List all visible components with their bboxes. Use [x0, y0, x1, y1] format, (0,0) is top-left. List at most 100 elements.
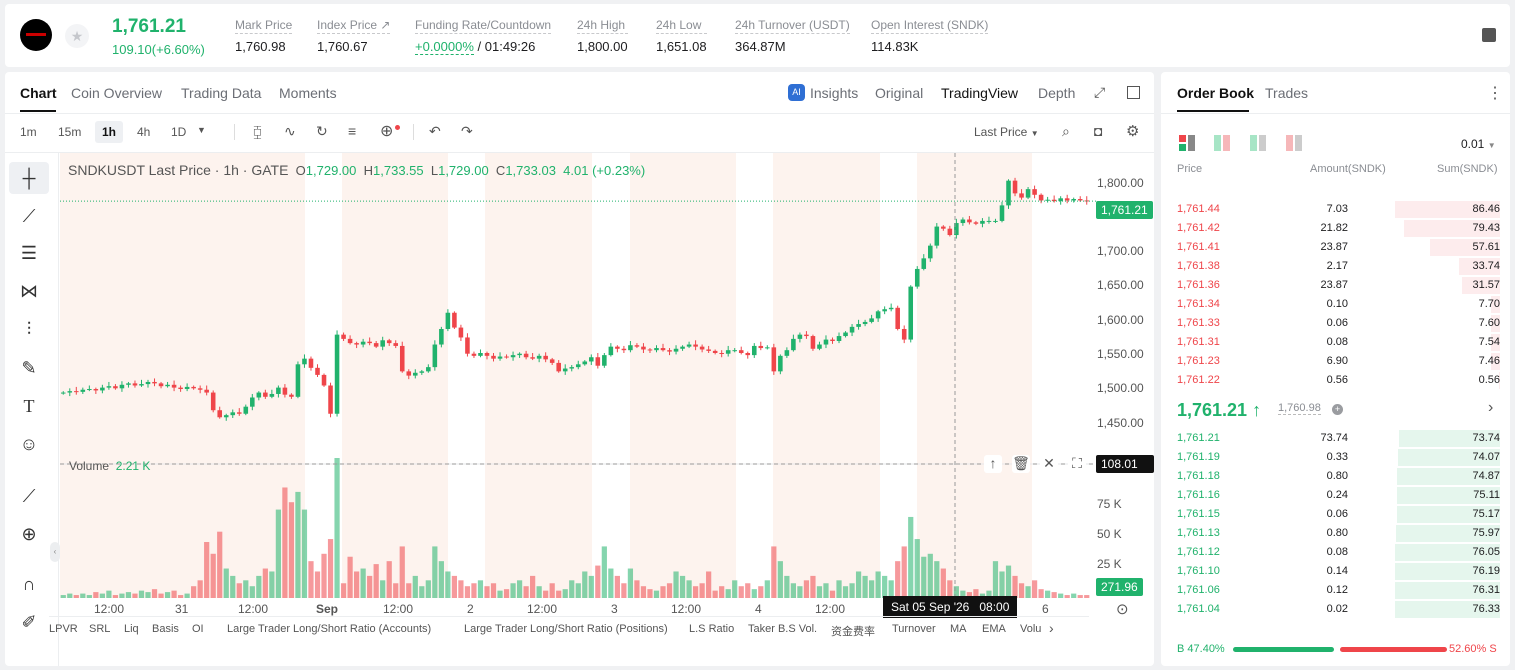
precision-select[interactable]: 0.01 ▼: [1461, 137, 1496, 151]
indicator-lt-positions[interactable]: Large Trader Long/Short Ratio (Positions…: [464, 623, 668, 635]
collapse-toolbar-icon[interactable]: ‹: [50, 542, 60, 562]
settings-gear-icon[interactable]: ⚙: [1126, 123, 1140, 140]
indicator-basis[interactable]: Basis: [152, 623, 179, 635]
row-amount: 0.24: [1326, 489, 1348, 501]
fullscreen-icon[interactable]: [1127, 86, 1140, 99]
tab-depth[interactable]: Depth: [1038, 85, 1076, 101]
search-icon[interactable]: ⌕: [1062, 123, 1070, 139]
favorite-star-icon[interactable]: ★: [65, 24, 89, 48]
interval-1m[interactable]: 1m: [20, 125, 37, 139]
crosshair-tool-icon[interactable]: ┼: [9, 162, 49, 194]
tab-original[interactable]: Original: [875, 85, 924, 101]
mark-info-icon[interactable]: +: [1332, 404, 1343, 415]
ask-row[interactable]: 1,761.41 23.87 57.61: [1161, 238, 1510, 257]
ask-row[interactable]: 1,761.42 21.82 79.43: [1161, 219, 1510, 238]
tab-coin-overview[interactable]: Coin Overview: [71, 85, 163, 101]
brush-tool-icon[interactable]: ✎: [21, 358, 37, 378]
ask-row[interactable]: 1,761.34 0.10 7.70: [1161, 295, 1510, 314]
indicators-icon[interactable]: ∿: [284, 123, 296, 139]
indicator-taker-vol[interactable]: Taker B.S Vol.: [748, 623, 818, 635]
interval-15m[interactable]: 15m: [58, 125, 82, 139]
indicator-ema[interactable]: EMA: [982, 623, 1006, 635]
template-icon[interactable]: ≡: [348, 123, 357, 139]
camera-icon[interactable]: ◘: [1094, 123, 1103, 139]
indicator-turnover[interactable]: Turnover: [892, 623, 936, 635]
ask-row[interactable]: 1,761.33 0.06 7.60: [1161, 314, 1510, 333]
move-up-icon[interactable]: ↑: [984, 455, 1002, 473]
time-axis-label: 12:00: [238, 602, 269, 616]
bid-row[interactable]: 1,761.19 0.33 74.07: [1161, 448, 1510, 467]
view-asks-icon[interactable]: [1286, 135, 1302, 151]
indicator-srl[interactable]: SRL: [89, 623, 111, 635]
tab-moments[interactable]: Moments: [279, 85, 337, 101]
add-icon[interactable]: ⊕: [380, 123, 394, 140]
scroll-right-icon[interactable]: ›: [1049, 620, 1054, 636]
text-tool-icon[interactable]: T: [23, 396, 35, 416]
ruler-icon[interactable]: ⟋: [22, 486, 36, 506]
candle-type-icon[interactable]: ⧮: [253, 123, 262, 139]
view-bids-icon[interactable]: [1250, 135, 1266, 151]
interval-1h[interactable]: 1h: [95, 121, 124, 143]
tab-tradingview[interactable]: TradingView: [941, 85, 1019, 101]
indicator-volume[interactable]: Volu: [1020, 623, 1042, 635]
indicator-liq[interactable]: Liq: [124, 623, 139, 635]
volume-bar: [582, 571, 588, 598]
tab-insights[interactable]: Insights: [810, 85, 859, 101]
maximize-pane-icon[interactable]: ⛶: [1068, 455, 1086, 473]
fib-tool-icon[interactable]: ⫶: [26, 319, 32, 339]
magnet-icon[interactable]: ∩: [22, 574, 36, 594]
horizontal-lines-icon[interactable]: ☰: [20, 243, 38, 263]
trend-line-icon[interactable]: ⟋: [22, 206, 36, 226]
candlestick-chart[interactable]: [60, 153, 1154, 666]
ask-row[interactable]: 1,761.23 6.90 7.46: [1161, 352, 1510, 371]
emoji-tool-icon[interactable]: ☺: [19, 434, 39, 454]
ask-row[interactable]: 1,761.44 7.03 86.46: [1161, 200, 1510, 219]
bid-row[interactable]: 1,761.06 0.12 76.31: [1161, 581, 1510, 600]
tab-trading-data[interactable]: Trading Data: [181, 85, 262, 101]
bid-row[interactable]: 1,761.18 0.80 74.87: [1161, 467, 1510, 486]
ask-row[interactable]: 1,761.38 2.17 33.74: [1161, 257, 1510, 276]
price-type-select[interactable]: Last Price ▼: [974, 125, 1039, 139]
expand-icon[interactable]: ⤢: [1094, 84, 1106, 100]
indicator-funding[interactable]: 资金费率: [831, 626, 875, 638]
ask-row[interactable]: 1,761.22 0.56 0.56: [1161, 371, 1510, 390]
pencil-lock-icon[interactable]: ✐: [21, 612, 37, 632]
view-both-icon[interactable]: [1179, 135, 1195, 151]
indicator-ma[interactable]: MA: [950, 623, 967, 635]
mid-more-icon[interactable]: ›: [1488, 399, 1494, 416]
indicator-oi[interactable]: OI: [192, 623, 204, 635]
zoom-in-icon[interactable]: ⊕: [21, 524, 37, 544]
tab-trades[interactable]: Trades: [1265, 85, 1309, 101]
view-layout-icon[interactable]: [1214, 135, 1230, 151]
stat-index-price[interactable]: Index Price ↗ 1,760.67: [317, 18, 391, 54]
bid-row[interactable]: 1,761.15 0.06 75.17: [1161, 505, 1510, 524]
interval-4h[interactable]: 4h: [137, 125, 151, 139]
tab-chart[interactable]: Chart: [20, 85, 57, 101]
interval-1d[interactable]: 1D: [171, 125, 187, 139]
bid-row[interactable]: 1,761.10 0.14 76.19: [1161, 562, 1510, 581]
chart-settings-icon[interactable]: ⊙: [1116, 601, 1129, 618]
bid-row[interactable]: 1,761.21 73.74 73.74: [1161, 429, 1510, 448]
interval-dropdown-icon[interactable]: ▼: [197, 125, 206, 135]
bid-row[interactable]: 1,761.12 0.08 76.05: [1161, 543, 1510, 562]
undo-icon[interactable]: ↶: [429, 123, 441, 139]
indicator-lt-accounts[interactable]: Large Trader Long/Short Ratio (Accounts): [227, 623, 432, 635]
indicator-ls-ratio[interactable]: L.S Ratio: [689, 623, 735, 635]
bid-row[interactable]: 1,761.13 0.80 75.97: [1161, 524, 1510, 543]
bid-row[interactable]: 1,761.04 0.02 76.33: [1161, 600, 1510, 619]
indicator-lpvr[interactable]: LPVR: [49, 623, 78, 635]
time-axis-label: 12:00: [815, 602, 846, 616]
redo-icon[interactable]: ↷: [461, 123, 473, 139]
delete-icon[interactable]: 🗑: [1012, 455, 1030, 473]
collapse-pane-icon[interactable]: ✕: [1040, 455, 1058, 473]
ai-insights-icon[interactable]: AI: [788, 84, 805, 101]
replay-icon[interactable]: ↻: [316, 123, 328, 139]
document-icon[interactable]: [1482, 28, 1496, 42]
more-options-icon[interactable]: ⋮: [1487, 85, 1503, 102]
ask-row[interactable]: 1,761.31 0.08 7.54: [1161, 333, 1510, 352]
pattern-tool-icon[interactable]: ⋈: [20, 281, 38, 301]
candle-body: [1058, 198, 1063, 202]
tab-order-book[interactable]: Order Book: [1177, 85, 1255, 101]
bid-row[interactable]: 1,761.16 0.24 75.11: [1161, 486, 1510, 505]
ask-row[interactable]: 1,761.36 23.87 31.57: [1161, 276, 1510, 295]
